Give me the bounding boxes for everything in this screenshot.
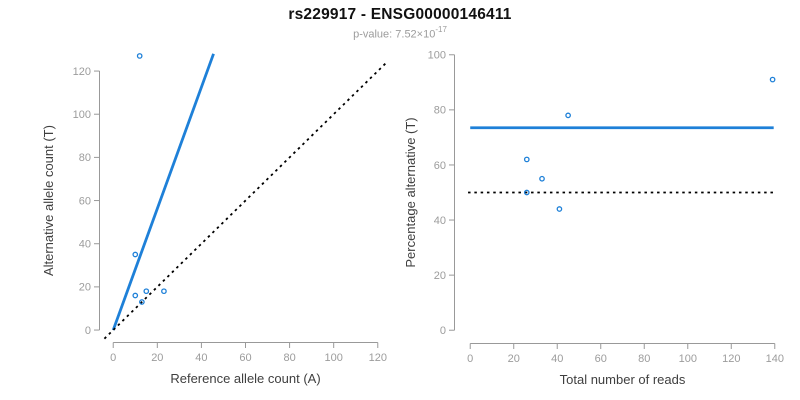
y-axis-title: Percentage alternative (T) bbox=[403, 117, 418, 267]
p-value-text: p-value: 7.52×10 bbox=[353, 28, 436, 41]
x-tick-label: 140 bbox=[766, 353, 784, 365]
y-tick-label: 100 bbox=[73, 109, 91, 121]
x-tick-label: 120 bbox=[722, 353, 740, 365]
x-tick-label: 60 bbox=[239, 352, 251, 364]
data-point bbox=[556, 206, 563, 212]
identity-line bbox=[103, 60, 389, 340]
x-axis-title: Reference allele count (A) bbox=[170, 371, 320, 386]
data-point bbox=[523, 189, 530, 196]
x-tick-label: 40 bbox=[195, 352, 207, 364]
y-tick-label: 20 bbox=[434, 270, 446, 282]
data-point bbox=[539, 175, 545, 182]
y-tick-label: 120 bbox=[73, 66, 91, 78]
y-tick-label: 80 bbox=[79, 152, 91, 164]
data-point bbox=[132, 251, 139, 258]
data-point bbox=[132, 292, 139, 299]
x-tick-label: 60 bbox=[595, 353, 607, 365]
data-point bbox=[523, 156, 530, 163]
p-value-exponent: -17 bbox=[435, 25, 447, 34]
data-point bbox=[136, 53, 143, 59]
x-tick-label: 100 bbox=[325, 352, 343, 364]
y-tick-label: 40 bbox=[434, 215, 446, 227]
y-axis-title: Alternative allele count (T) bbox=[41, 125, 56, 276]
y-tick-label: 60 bbox=[79, 195, 91, 207]
y-tick-label: 80 bbox=[434, 105, 446, 117]
data-point bbox=[565, 112, 571, 119]
y-axis bbox=[449, 54, 455, 331]
figure-subtitle: p-value: 7.52×10-17 bbox=[0, 25, 800, 41]
x-tick-label: 20 bbox=[508, 353, 520, 365]
y-axis bbox=[94, 70, 100, 331]
data-point bbox=[139, 299, 145, 305]
scatter-panel-2: 0 20 40 60 80 100 120 140 0 20 40 60 80 100 Total numb… bbox=[403, 50, 784, 387]
x-tick-label: 80 bbox=[283, 352, 295, 364]
y-tick-label: 0 bbox=[85, 325, 91, 337]
x-axis bbox=[469, 343, 776, 349]
x-tick-label: 0 bbox=[110, 352, 116, 364]
y-tick-label: 60 bbox=[434, 160, 446, 172]
data-point bbox=[161, 288, 167, 295]
y-tick-label: 100 bbox=[428, 50, 446, 62]
x-tick-label: 100 bbox=[679, 353, 697, 365]
y-tick-label: 40 bbox=[79, 239, 91, 251]
x-axis-title: Total number of reads bbox=[560, 372, 686, 387]
data-point bbox=[769, 76, 776, 83]
x-axis bbox=[112, 342, 379, 348]
figure-title: rs229917 - ENSG00000146411 bbox=[288, 6, 512, 23]
data-point bbox=[143, 288, 150, 295]
x-tick-label: 40 bbox=[551, 353, 563, 365]
x-tick-label: 120 bbox=[369, 352, 387, 364]
x-tick-label: 20 bbox=[151, 352, 163, 364]
x-tick-label: 80 bbox=[638, 353, 650, 365]
y-tick-label: 0 bbox=[440, 325, 446, 337]
x-tick-label: 0 bbox=[467, 353, 473, 365]
y-tick-label: 20 bbox=[79, 282, 91, 294]
regression-line bbox=[111, 53, 215, 331]
scatter-panel-1: 0 20 40 60 80 100 120 0 20 40 60 80 100 120 Reference … bbox=[41, 53, 389, 386]
